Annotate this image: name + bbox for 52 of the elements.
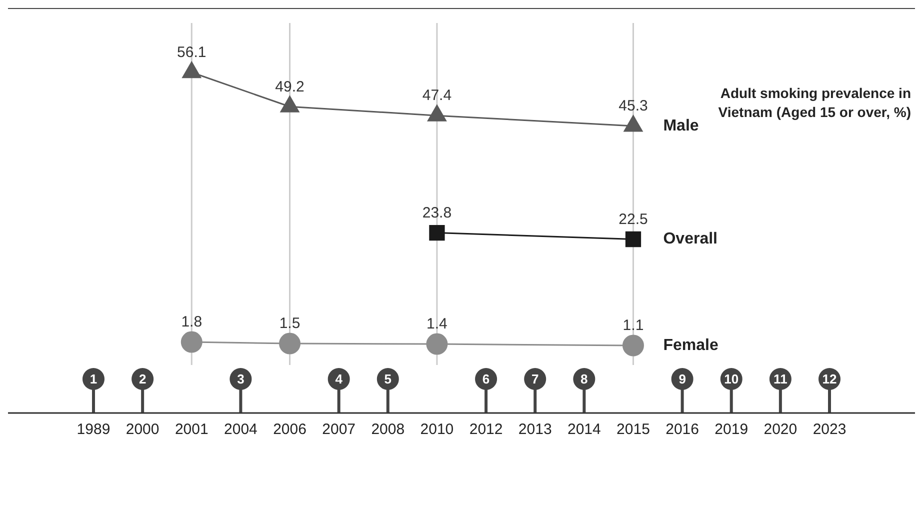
x-tick-label: 2007 <box>322 421 356 438</box>
data-label: 23.8 <box>422 204 452 222</box>
x-tick-label: 2010 <box>420 421 454 438</box>
data-label: 1.5 <box>279 315 300 332</box>
text: 6 <box>482 372 490 387</box>
x-tick-label: 2023 <box>812 421 846 438</box>
x-tick-label: 2016 <box>666 421 699 438</box>
x-tick-label: 2020 <box>764 421 798 438</box>
x-tick-label: 2006 <box>273 421 306 438</box>
text: 7 <box>531 372 539 387</box>
series-label: Female <box>663 336 718 354</box>
x-tick-label: 2019 <box>714 421 748 438</box>
x-tick-label: 2001 <box>174 421 208 438</box>
point <box>180 331 202 353</box>
text: 4 <box>335 372 344 387</box>
x-tick-label: 2013 <box>518 421 552 438</box>
point <box>280 96 300 112</box>
data-label: 1.4 <box>426 316 448 333</box>
data-label: 45.3 <box>618 98 648 115</box>
point <box>426 333 448 355</box>
point <box>182 62 202 78</box>
text: 1 <box>90 372 98 387</box>
point <box>622 334 644 356</box>
point <box>624 115 643 132</box>
text: 10 <box>724 372 739 387</box>
text: 9 <box>678 372 686 387</box>
text: 8 <box>580 372 588 387</box>
text: Adult smoking prevalence in Vietnam (Aged 15 or over, %) <box>718 85 911 120</box>
data-label: 47.4 <box>422 87 452 104</box>
text: 5 <box>384 372 392 387</box>
point <box>279 332 301 354</box>
x-tick-label: 2014 <box>567 421 601 438</box>
x-tick-label: 2004 <box>224 421 258 438</box>
data-label: 1.8 <box>181 314 202 331</box>
series-label: Male <box>663 117 699 134</box>
x-tick-label: 2008 <box>371 421 405 438</box>
text: 3 <box>237 372 244 387</box>
x-tick-label: 2015 <box>616 421 650 438</box>
point <box>625 231 642 248</box>
series-label: Overall <box>663 230 718 248</box>
point <box>429 224 445 241</box>
data-label: 22.5 <box>618 210 648 228</box>
data-label: 1.1 <box>622 317 644 334</box>
x-tick-label: 2012 <box>469 421 503 438</box>
data-label: 49.2 <box>275 78 304 96</box>
data-label: 56.1 <box>177 44 206 62</box>
x-tick-label: 1989 <box>76 421 110 438</box>
text: 12 <box>822 372 837 387</box>
point <box>428 104 446 122</box>
x-tick-label: 2000 <box>126 421 160 438</box>
text: 11 <box>774 372 788 387</box>
text: 2 <box>138 372 146 387</box>
